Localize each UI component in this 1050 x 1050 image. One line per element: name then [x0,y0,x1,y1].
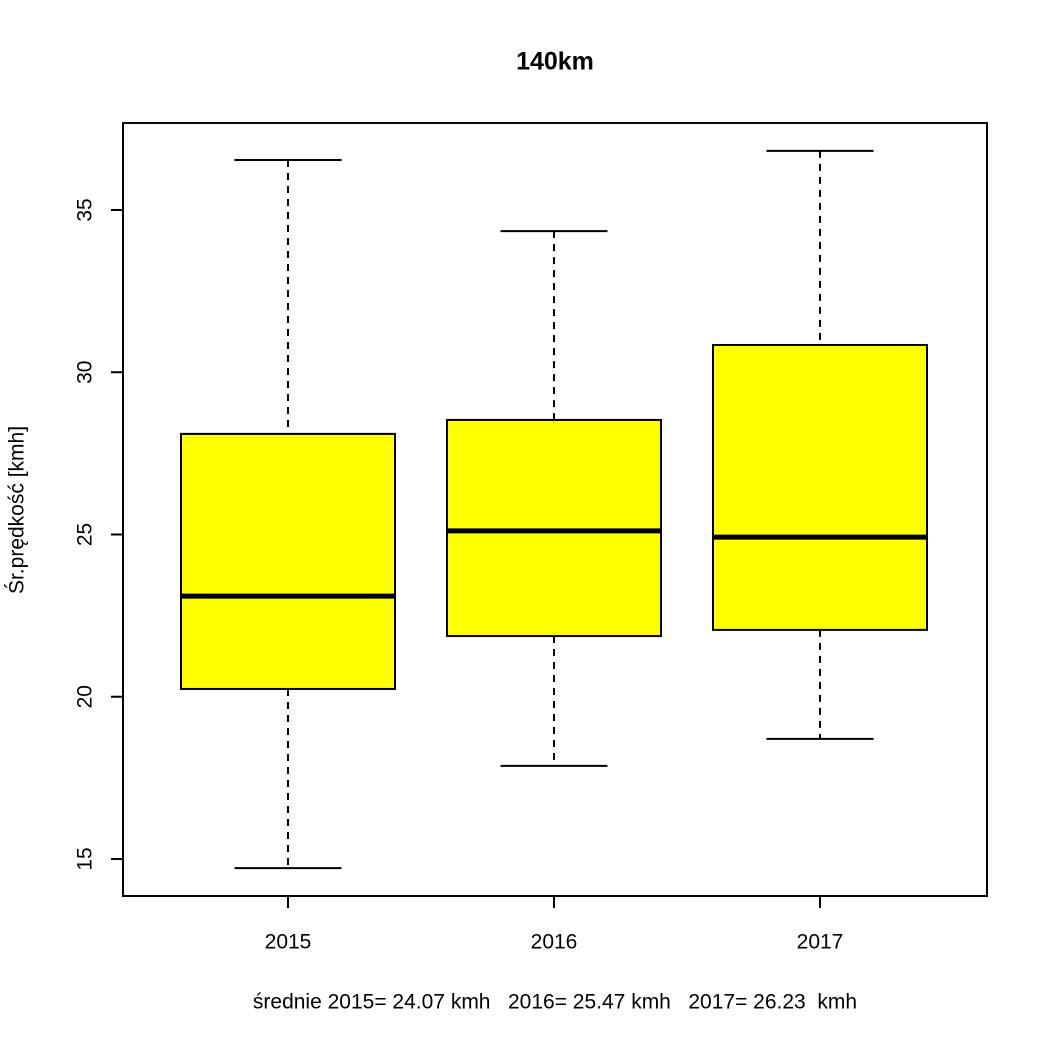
chart-title: 140km [516,48,594,76]
y-tick-label: 25 [74,523,97,546]
box [180,432,396,690]
y-axis-label: Śr.prędkość [kmh] [5,426,29,594]
x-tick-label: 2017 [797,931,844,954]
x-tick-label: 2015 [265,931,312,954]
y-tick-label: 20 [74,685,97,708]
x-tick-label: 2016 [531,931,578,954]
y-tick-label: 15 [74,847,97,870]
y-tick-label: 35 [74,198,97,221]
box [446,418,662,638]
box [712,343,928,631]
x-axis-label: średnie 2015= 24.07 kmh 2016= 25.47 kmh … [253,991,857,1014]
y-tick-label: 30 [74,361,97,384]
